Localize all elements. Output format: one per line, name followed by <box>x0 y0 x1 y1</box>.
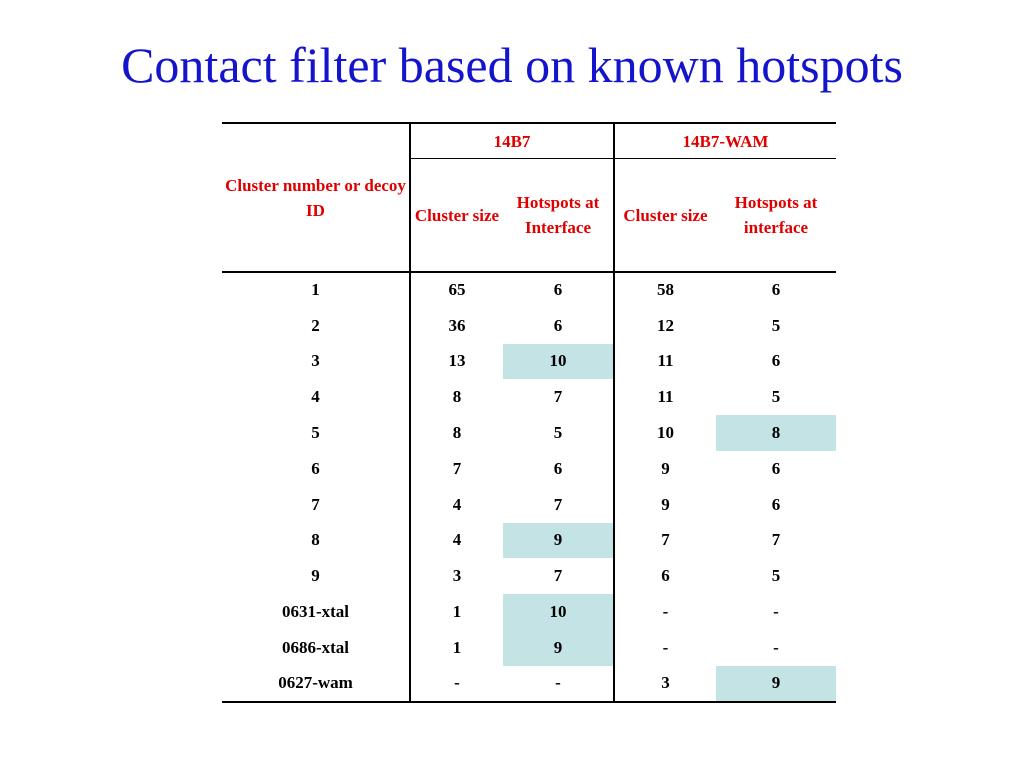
table-cell: - <box>773 602 779 622</box>
table-cell: 58 <box>657 280 674 300</box>
slide-title: Contact filter based on known hotspots <box>121 37 903 93</box>
row-id-cell: 7 <box>222 486 411 523</box>
row-id-cell: 4 <box>222 379 411 416</box>
subheader-hotspots: Hotspots at Interface <box>503 158 615 273</box>
row-id-cell: 6 <box>222 450 411 487</box>
table-row: 2 36 6 12 5 <box>222 307 836 344</box>
table-cell: 1 <box>452 637 462 657</box>
table-cell: 13 <box>448 351 466 371</box>
table-row: 8 4 9 7 7 <box>222 522 836 559</box>
row-header: Cluster number or decoy ID <box>222 122 411 273</box>
table-cell: 6 <box>503 272 615 308</box>
table-cell: 7 <box>503 379 615 416</box>
row-id-cell: 5 <box>222 415 411 451</box>
row-id-cell: 0686-xtal <box>222 629 411 666</box>
group-header-14b7: 14B7 <box>410 122 615 159</box>
table-cell: 6 <box>661 566 670 586</box>
table-cell: 4 <box>452 494 462 514</box>
table-cell: 9 <box>716 665 836 703</box>
table-cell: 65 <box>448 280 466 300</box>
table-cell: 7 <box>771 530 781 550</box>
table-cell: 4 <box>452 530 462 550</box>
table-row: 9 3 7 6 5 <box>222 558 836 595</box>
table-cell: 10 <box>503 343 615 380</box>
table-cell: - <box>410 665 503 703</box>
table-cell: 6 <box>771 458 781 478</box>
table-cell: - <box>662 637 669 657</box>
table-cell: 9 <box>661 458 670 478</box>
subheader-cluster-size: Cluster size <box>410 158 503 273</box>
table-row: 0631-xtal 1 10 - - <box>222 594 836 630</box>
table-row: 0627-wam - -3 9 <box>222 665 836 703</box>
row-id-cell: 8 <box>222 522 411 559</box>
subheader-cluster-size: Cluster size <box>614 158 716 273</box>
table-cell: 3 <box>614 665 716 703</box>
table-cell: 11 <box>657 387 674 407</box>
table-cell: 9 <box>503 629 615 666</box>
table-cell: 11 <box>657 351 674 371</box>
row-id-cell: 2 <box>222 307 411 344</box>
group-header-14b7-wam: 14B7-WAM <box>614 122 836 159</box>
table-row: 3 13 10 11 6 <box>222 343 836 380</box>
subheader-hotspots: Hotspots at interface <box>716 158 836 273</box>
table-row: 7 4 7 9 6 <box>222 486 836 523</box>
table-cell: 7 <box>503 558 615 595</box>
table-cell: 6 <box>503 450 615 487</box>
table-cell: 6 <box>503 307 615 344</box>
table-cell: 7 <box>661 530 670 550</box>
row-id-cell: 0631-xtal <box>222 594 411 630</box>
table-cell: 5 <box>771 387 781 407</box>
table-cell: 7 <box>452 458 462 478</box>
table-cell: 36 <box>448 315 466 335</box>
table-row: 5 8 5 10 8 <box>222 415 836 451</box>
table-cell: - <box>503 665 615 703</box>
table-cell: 6 <box>771 280 781 300</box>
table-cell: 6 <box>771 351 781 371</box>
table-cell: 8 <box>716 415 836 451</box>
table-cell: 7 <box>503 486 615 523</box>
table-cell: 10 <box>657 423 674 443</box>
table-cell: 5 <box>503 415 615 451</box>
row-id-cell: 9 <box>222 558 411 595</box>
row-id-cell: 3 <box>222 343 411 380</box>
table-cell: 8 <box>452 423 462 443</box>
hotspot-table: Cluster number or decoy ID 14B7 14B7-WAM… <box>222 122 836 703</box>
row-id-cell: 1 <box>222 272 411 308</box>
table-row: 0686-xtal 1 9 - - <box>222 629 836 666</box>
table-cell: 12 <box>657 315 674 335</box>
table-row: 1 65 6 58 6 <box>222 272 836 308</box>
table-cell: 9 <box>661 494 670 514</box>
table-row: 4 8 7 11 5 <box>222 379 836 416</box>
table-cell: 9 <box>503 522 615 559</box>
table-row: 6 7 6 9 6 <box>222 450 836 487</box>
table-cell: 1 <box>452 602 462 622</box>
row-id-cell: 0627-wam <box>222 665 411 703</box>
table-body: 1 65 6 58 6 2 36 6 12 5 3 13 10 11 6 4 8 7 11 5 5 8 5 10 8 6 7 6 9 6 7… <box>222 272 836 703</box>
table-cell: - <box>773 637 779 657</box>
table-cell: 3 <box>452 566 462 586</box>
table-cell: 5 <box>771 566 781 586</box>
table-cell: 5 <box>771 315 781 335</box>
table-cell: 6 <box>771 494 781 514</box>
table-cell: 8 <box>452 387 462 407</box>
table-cell: 10 <box>503 594 615 630</box>
table-cell: - <box>662 602 669 622</box>
